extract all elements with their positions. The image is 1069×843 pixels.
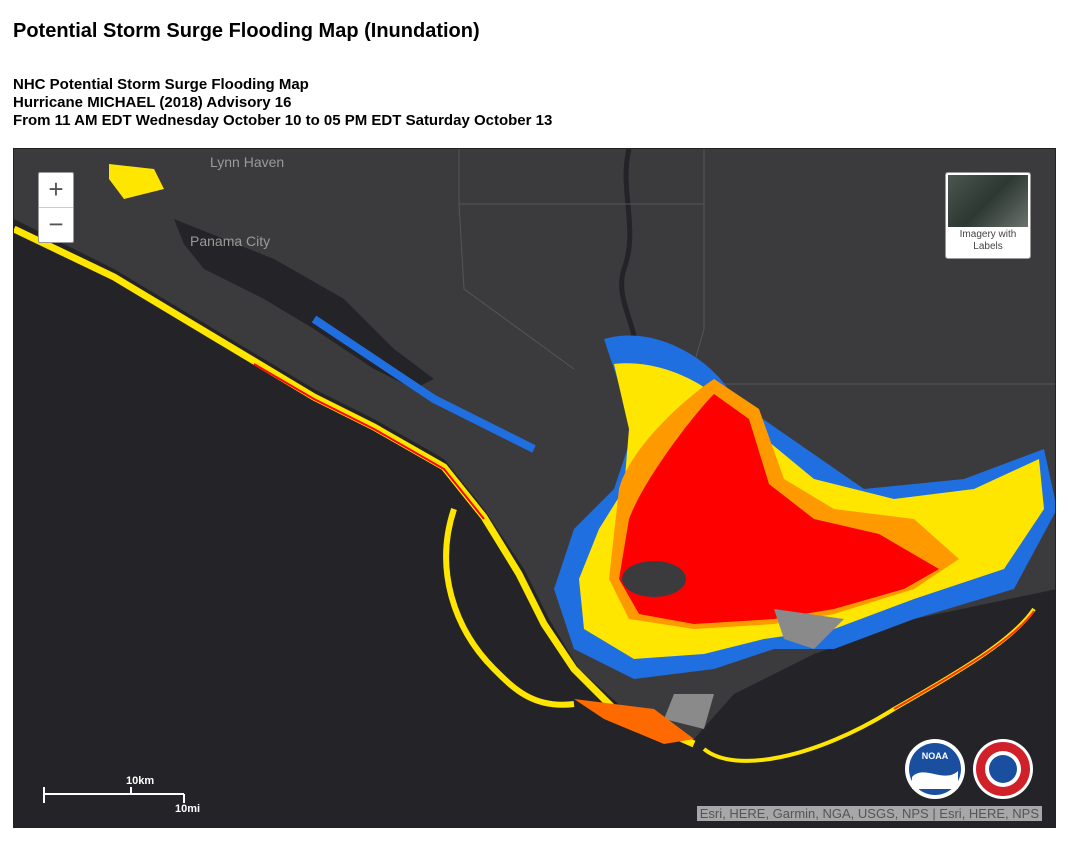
- place-label: Panama City: [190, 233, 270, 249]
- basemap-thumbnail: [948, 175, 1028, 227]
- flood-gray: [664, 609, 844, 729]
- logo-text: NOAA: [922, 751, 949, 761]
- header-line: From 11 AM EDT Wednesday October 10 to 0…: [13, 112, 553, 129]
- zoom-out[interactable]: −: [39, 207, 73, 242]
- bay: [174, 219, 434, 389]
- peninsula: [443, 508, 575, 708]
- scale-bar: [43, 787, 185, 803]
- map-canvas: Lynn Haven Panama City 10km 10mi NOAA: [14, 149, 1055, 815]
- basemap-toggle[interactable]: Imagery with Labels: [945, 172, 1031, 259]
- river: [619, 149, 638, 350]
- barrier-island-red: [893, 610, 1035, 710]
- coast-strip: [14, 225, 696, 748]
- zoom-control: + −: [38, 172, 74, 243]
- scale-km: 10km: [126, 775, 154, 787]
- basemap-label: Imagery with Labels: [959, 229, 1017, 252]
- coast-blue: [311, 315, 536, 453]
- map[interactable]: Lynn Haven Panama City 10km 10mi NOAA + …: [13, 148, 1056, 828]
- nws-logo: [973, 739, 1033, 799]
- land: [14, 149, 1055, 739]
- north-yellow: [109, 164, 164, 199]
- cape: [574, 699, 694, 744]
- lake: [622, 561, 686, 597]
- flood-red: [619, 394, 939, 624]
- page-title: Potential Storm Surge Flooding Map (Inun…: [13, 20, 480, 42]
- header-line: Hurricane MICHAEL (2018) Advisory 16: [13, 94, 292, 111]
- header-line: NHC Potential Storm Surge Flooding Map: [13, 76, 309, 93]
- zoom-in[interactable]: +: [48, 174, 64, 204]
- place-label: Lynn Haven: [210, 154, 284, 170]
- coast-strip-red: [253, 363, 485, 520]
- noaa-logo: NOAA: [905, 739, 965, 799]
- attribution: Esri, HERE, Garmin, NGA, USGS, NPS | Esr…: [696, 806, 1042, 821]
- state-lines: [458, 149, 1055, 470]
- scale-mi: 10mi: [175, 803, 200, 815]
